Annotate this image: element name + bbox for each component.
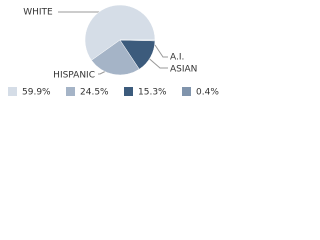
legend-swatch [124, 87, 133, 96]
legend-swatch [8, 87, 17, 96]
slice-label: WHITE [23, 8, 53, 18]
slice-label: HISPANIC [53, 71, 95, 81]
pie-slice [91, 39, 140, 76]
leader-line [154, 44, 168, 58]
legend-label: 59.9% [22, 88, 51, 98]
legend-label: 24.5% [80, 88, 109, 98]
legend-swatch [66, 87, 75, 96]
slice-label: A.I. [170, 53, 184, 63]
legend-swatch [182, 87, 191, 96]
leader-line [144, 54, 168, 69]
pie-slice [84, 4, 156, 61]
pie-slice [119, 39, 156, 42]
chart: WHITE HISPANIC ASIAN A.I. 59.9% 24.5% 15.3… [8, 4, 219, 98]
legend-label: 15.3% [138, 88, 167, 98]
legend-label: 0.4% [196, 88, 219, 98]
slice-label: ASIAN [170, 65, 197, 75]
